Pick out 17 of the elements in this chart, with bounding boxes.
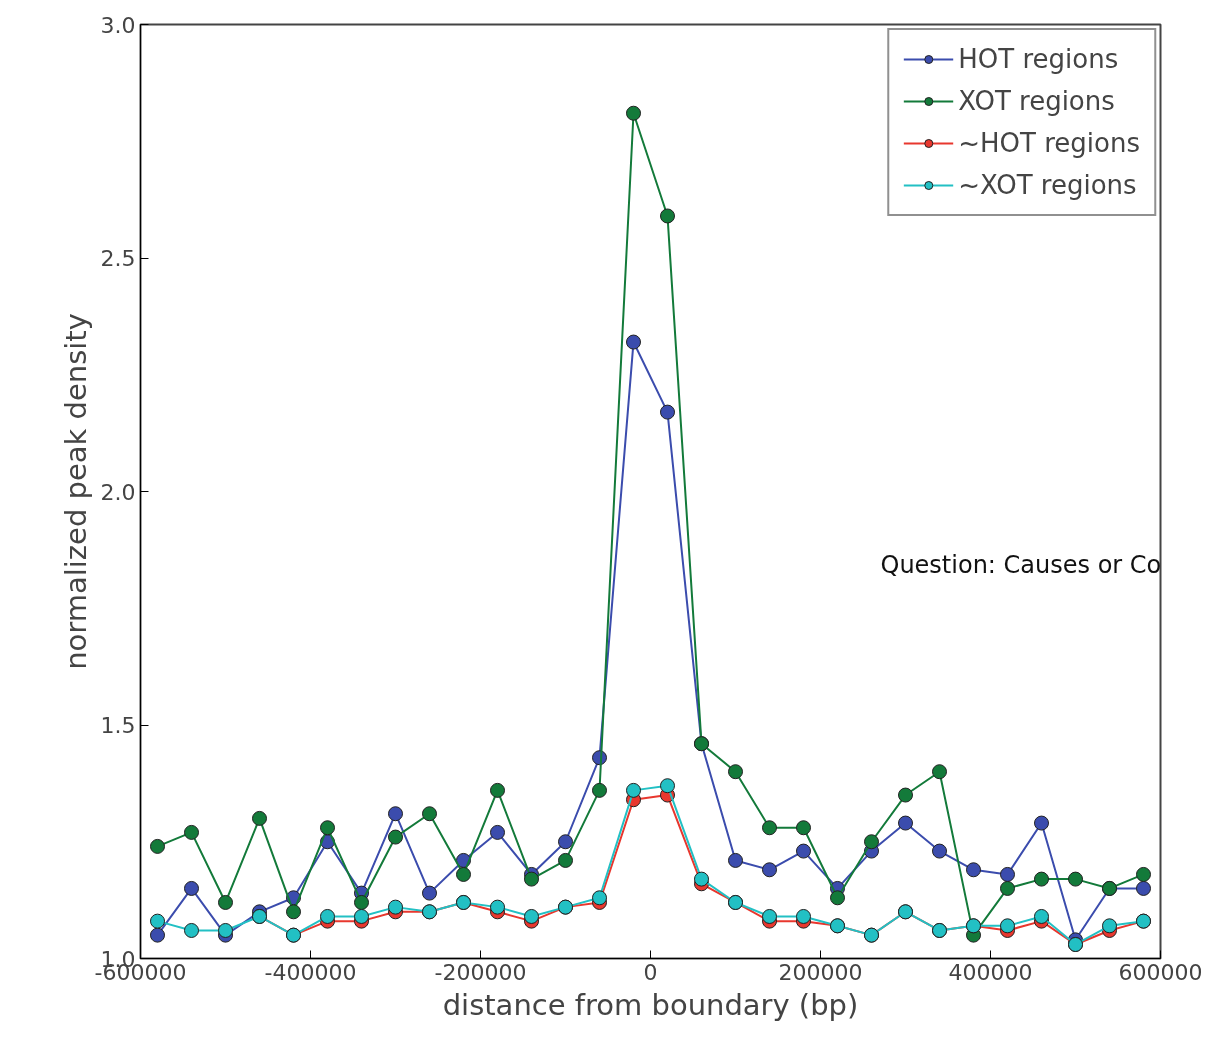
- x-tick-label: -400000: [264, 959, 357, 985]
- x-tick-label: 600000: [1118, 959, 1203, 985]
- x-tick-label: -200000: [434, 959, 527, 985]
- legend-label: XOT regions: [958, 86, 1115, 116]
- y-tick-label: 1.5: [100, 713, 136, 738]
- y-tick-label: 2.0: [100, 479, 136, 505]
- legend-label: HOT regions: [958, 44, 1119, 74]
- legend-label: ~XOT regions: [958, 170, 1137, 200]
- y-axis-title: normalized peak density: [58, 313, 93, 670]
- x-tick-label: 400000: [948, 959, 1033, 985]
- y-tick-label: 2.5: [100, 246, 136, 271]
- annotation: Question: Causes or Co: [880, 550, 1162, 579]
- x-axis-title: distance from boundary (bp): [442, 987, 859, 1022]
- x-tick-label: 200000: [778, 959, 863, 985]
- y-tick-label: 3.0: [100, 12, 136, 38]
- x-tick-label: 0: [643, 959, 658, 985]
- legend-label: ~HOT regions: [958, 128, 1140, 158]
